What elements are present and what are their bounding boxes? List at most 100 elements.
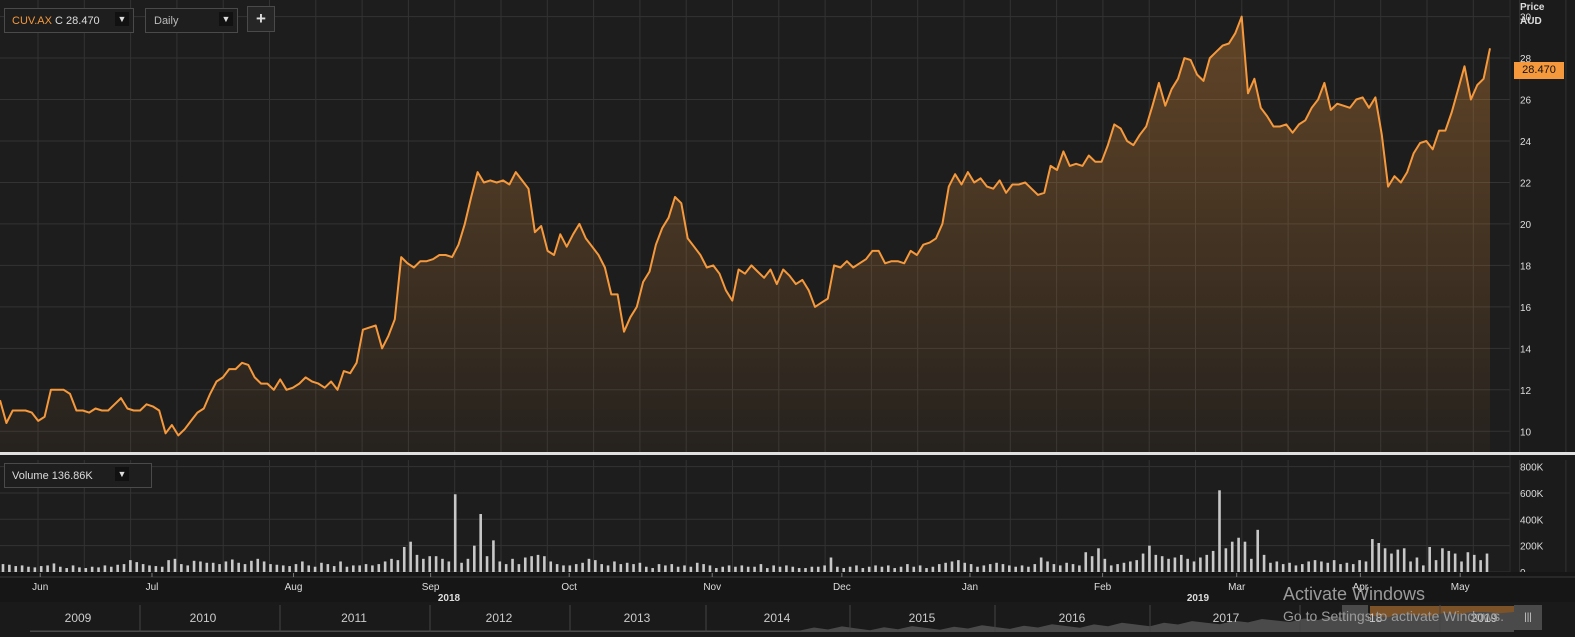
- volume-label: Volume: [12, 470, 49, 482]
- month-label: Oct: [561, 582, 577, 593]
- symbol-selector[interactable]: CUV.AX C 28.470 ▼: [4, 8, 134, 33]
- volume-bar: [944, 562, 947, 572]
- volume-bar: [307, 565, 311, 572]
- volume-bar: [180, 564, 183, 572]
- volume-bar: [1027, 566, 1030, 572]
- volume-bar: [657, 564, 661, 572]
- volume-bar: [587, 558, 591, 572]
- volume-bar: [1173, 557, 1177, 572]
- price-tick-label: 30: [1520, 13, 1532, 24]
- volume-bar: [683, 565, 686, 572]
- volume-bar: [574, 564, 578, 572]
- price-tick-label: 28: [1520, 54, 1532, 65]
- volume-bar: [727, 565, 731, 572]
- volume-bar: [1294, 565, 1298, 572]
- navigator-year-label: 2010: [190, 611, 217, 625]
- chevron-down-icon[interactable]: ▼: [115, 12, 129, 26]
- scroll-left-handle[interactable]: [1342, 605, 1368, 630]
- volume-bar: [804, 568, 807, 572]
- volume-bar: [1428, 546, 1431, 572]
- volume-bar: [625, 562, 629, 572]
- volume-bar: [1052, 564, 1056, 572]
- volume-bar: [613, 561, 616, 572]
- month-label: Aug: [285, 582, 303, 593]
- volume-bar: [676, 566, 680, 572]
- volume-bar: [415, 554, 419, 572]
- volume-bar: [14, 566, 18, 572]
- volume-bar: [59, 566, 62, 572]
- volume-bar: [294, 564, 298, 572]
- volume-bar: [52, 563, 56, 572]
- volume-bar: [1224, 548, 1228, 572]
- volume-bar: [937, 564, 941, 572]
- volume-bar: [205, 562, 209, 572]
- volume-bar: [332, 566, 336, 572]
- volume-bar: [1313, 560, 1317, 572]
- volume-bar: [1434, 560, 1438, 572]
- price-tick-label: 12: [1520, 386, 1532, 397]
- volume-bar: [1097, 548, 1100, 572]
- volume-panel-bg: [0, 456, 1510, 574]
- volume-bar: [262, 561, 266, 572]
- volume-value: 136.86K: [51, 470, 93, 482]
- volume-bar: [1135, 560, 1138, 572]
- volume-bar: [988, 564, 992, 572]
- volume-bar: [160, 566, 164, 572]
- volume-bar: [364, 564, 368, 572]
- volume-bar: [702, 564, 705, 572]
- period-label: Daily: [154, 15, 179, 27]
- volume-bar: [218, 564, 221, 572]
- month-label: Mar: [1228, 582, 1246, 593]
- volume-bar: [199, 561, 202, 572]
- volume-bar: [1358, 560, 1361, 572]
- volume-bar: [396, 560, 400, 572]
- volume-bar: [453, 494, 457, 572]
- scroll-right-handle[interactable]: |||: [1514, 605, 1542, 630]
- price-tick-label: 16: [1520, 303, 1532, 314]
- volume-bar: [1129, 561, 1132, 572]
- volume-bar: [1237, 537, 1240, 572]
- volume-bar: [141, 564, 145, 572]
- volume-bar: [1460, 561, 1463, 572]
- volume-selector[interactable]: Volume 136.86K ▼: [4, 463, 152, 488]
- volume-bar: [8, 564, 11, 572]
- volume-bar: [836, 566, 839, 572]
- volume-bar: [135, 562, 139, 572]
- price-tick-label: 14: [1520, 344, 1532, 355]
- volume-bar: [600, 564, 603, 572]
- navigator-year-label: 2017: [1213, 611, 1240, 625]
- volume-bar: [269, 564, 272, 572]
- volume-bar: [390, 558, 393, 572]
- price-label: Price: [1520, 2, 1545, 13]
- volume-bar: [1078, 565, 1081, 572]
- navigator-year-label: 2014: [764, 611, 791, 625]
- volume-bar: [759, 564, 763, 572]
- period-selector[interactable]: Daily ▼: [145, 8, 238, 33]
- currency-label: AUD: [1520, 16, 1542, 27]
- volume-bar: [1396, 549, 1400, 572]
- volume-tick-label: 600K: [1520, 489, 1544, 500]
- chevron-down-icon[interactable]: ▼: [219, 12, 233, 26]
- chevron-down-icon[interactable]: ▼: [115, 467, 129, 481]
- volume-bar: [1415, 557, 1419, 572]
- volume-bar: [861, 568, 865, 572]
- volume-bar: [969, 564, 973, 572]
- volume-bar: [1422, 565, 1425, 572]
- volume-bar: [320, 562, 323, 572]
- volume-bar: [479, 514, 482, 572]
- volume-bar: [1211, 550, 1215, 572]
- volume-bar: [523, 557, 527, 572]
- volume-bar: [1020, 565, 1024, 572]
- volume-bar: [797, 568, 801, 572]
- navigator-year-label: 2016: [1059, 611, 1086, 625]
- volume-bar: [186, 565, 190, 572]
- volume-bar: [504, 564, 508, 572]
- volume-bar: [1269, 562, 1272, 572]
- add-indicator-button[interactable]: +: [247, 6, 275, 32]
- volume-bar: [460, 562, 463, 572]
- volume-bar: [1364, 561, 1368, 572]
- volume-bar: [1039, 557, 1043, 572]
- volume-bar: [1472, 554, 1476, 572]
- month-label: Dec: [833, 582, 851, 593]
